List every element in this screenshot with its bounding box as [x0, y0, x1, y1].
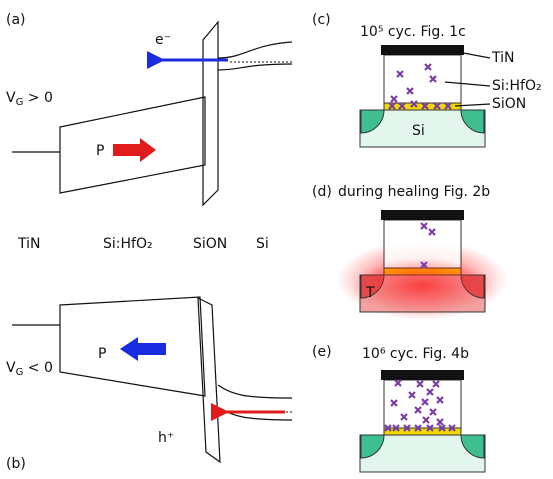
- bias-relation: < 0: [23, 360, 53, 376]
- bias-symbol: V: [6, 360, 16, 376]
- substrate-label: Si: [412, 123, 425, 139]
- bias-symbol: V: [6, 90, 16, 106]
- carrier-label: h⁺: [158, 430, 174, 446]
- layer-label: TiN: [17, 236, 40, 252]
- callout: SiON: [492, 96, 526, 112]
- callout: Si:HfO₂: [492, 78, 542, 94]
- panel-title: 10⁶ cyc. Fig. 4b: [362, 346, 469, 362]
- si-band: [218, 42, 292, 58]
- layer-label: Si:HfO₂: [103, 236, 153, 252]
- polarization-label: P: [96, 143, 104, 159]
- carrier-label: e⁻: [155, 32, 171, 48]
- layer-labels: TiN Si:HfO₂ SiON Si: [17, 236, 269, 252]
- panel-title: 10⁵ cyc. Fig. 1c: [360, 24, 466, 40]
- panel-label: (b): [6, 456, 26, 472]
- band-diagram-b: h⁺ VG < 0 P (b): [6, 297, 292, 472]
- figure: (a) e⁻ VG > 0 P TiN Si:HfO₂ SiON Si h⁺ V…: [0, 0, 553, 479]
- electrode: [381, 370, 464, 380]
- si-band: [220, 408, 292, 420]
- layer-label: SiON: [193, 236, 227, 252]
- bias-label: VG < 0: [6, 360, 53, 378]
- polarization-label: P: [98, 346, 106, 362]
- panel-label: (a): [6, 12, 26, 28]
- bias-subscript: G: [16, 367, 24, 378]
- electrode: [381, 210, 464, 220]
- band-diagram-a: (a) e⁻ VG > 0 P: [6, 12, 292, 205]
- polarization-arrow: [113, 138, 156, 162]
- bias-subscript: G: [16, 97, 24, 108]
- panel-title: during healing Fig. 2b: [338, 184, 490, 200]
- layer-label: Si: [256, 236, 269, 252]
- bias-relation: > 0: [23, 90, 53, 106]
- polarization-arrow: [120, 337, 166, 361]
- panel-label: (d): [312, 184, 332, 200]
- oxide: [384, 55, 461, 103]
- devices: [337, 45, 507, 472]
- callout: TiN: [491, 50, 514, 66]
- panel-label: (c): [312, 12, 331, 28]
- electrode: [381, 45, 464, 55]
- si-band: [218, 64, 292, 70]
- temperature-label: T: [365, 285, 375, 301]
- panel-label: (e): [312, 344, 332, 360]
- si-band: [218, 385, 292, 398]
- bias-label: VG > 0: [6, 90, 53, 108]
